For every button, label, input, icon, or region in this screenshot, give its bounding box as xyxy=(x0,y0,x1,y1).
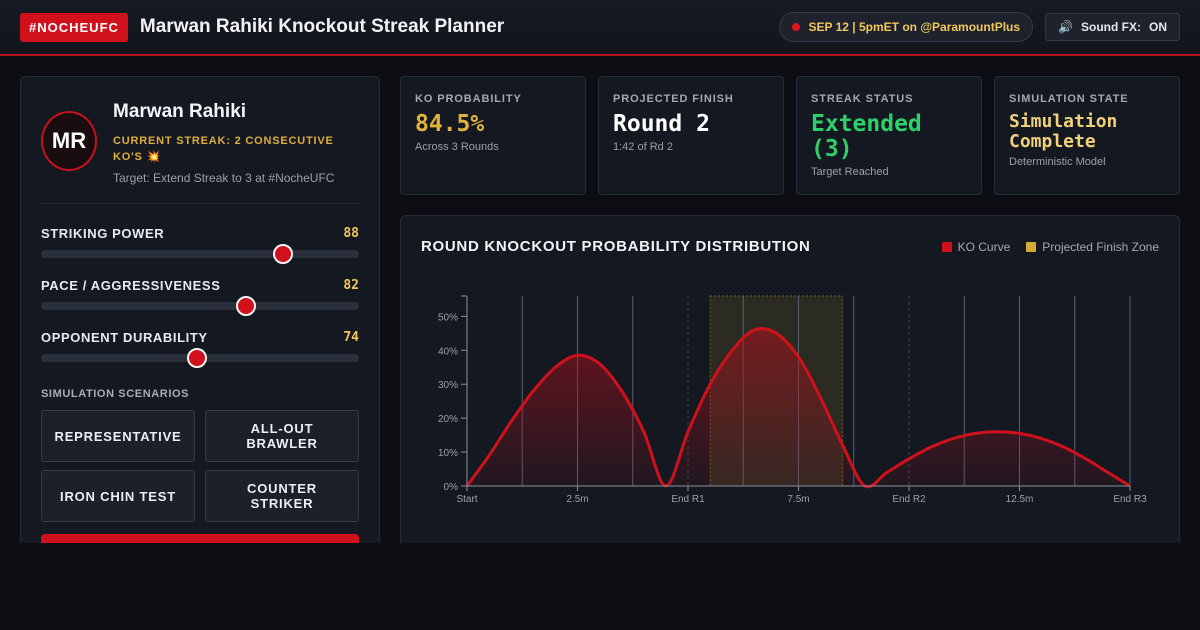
avatar: MR xyxy=(41,111,97,171)
slider-track[interactable] xyxy=(41,296,359,316)
slider-thumb[interactable] xyxy=(236,296,257,316)
chart-title: ROUND KNOCKOUT PROBABILITY DISTRIBUTION xyxy=(421,238,811,255)
app-title: Marwan Rahiki Knockout Streak Planner xyxy=(139,16,505,37)
event-pill: SEP 12 | 5pmET on @ParamountPlus xyxy=(779,12,1034,42)
legend-swatch xyxy=(1026,242,1037,252)
scenarios-label: SIMULATION SCENARIOS xyxy=(41,388,190,400)
legend-label: Projected Finish Zone xyxy=(1042,240,1159,254)
x-tick-label: End R2 xyxy=(892,494,926,505)
event-info: SEP 12 | 5pmET on @ParamountPlus xyxy=(808,20,1021,34)
fighter-name: Marwan Rahiki xyxy=(113,101,247,122)
fighter-panel: MR Marwan Rahiki CURRENT STREAK: 2 CONSE… xyxy=(20,76,380,556)
scenario-counter-striker-button[interactable]: COUNTER STRIKER xyxy=(205,470,359,522)
slider-label: OPPONENT DURABILITY xyxy=(41,330,208,345)
ko-curve-line xyxy=(465,327,1131,489)
app-header: #NOCHEUFC Marwan Rahiki Knockout Streak … xyxy=(0,0,1200,56)
opponent-durability-slider[interactable]: OPPONENT DURABILITY 74 xyxy=(41,330,359,368)
scenario-representative-button[interactable]: REPRESENTATIVE xyxy=(41,410,195,462)
slider-track[interactable] xyxy=(41,244,359,264)
scenario-iron-chin-button[interactable]: IRON CHIN TEST xyxy=(41,470,195,522)
sound-state: ON xyxy=(1149,20,1167,34)
live-dot-icon xyxy=(792,23,801,31)
page-footer xyxy=(0,543,1200,630)
slider-value: 88 xyxy=(343,226,359,241)
chart-legend: KO Curve Projected Finish Zone xyxy=(941,240,1159,254)
stat-label: STREAK STATUS xyxy=(811,93,914,105)
ko-probability-card: KO PROBABILITY 84.5% Across 3 Rounds xyxy=(400,76,586,195)
x-tick-label: 7.5m xyxy=(787,494,809,505)
x-tick-label: End R1 xyxy=(671,494,705,505)
striking-power-slider[interactable]: STRIKING POWER 88 xyxy=(41,226,359,264)
stat-label: KO PROBABILITY xyxy=(415,93,522,105)
sound-toggle-button[interactable]: 🔊 Sound FX: ON xyxy=(1045,13,1180,41)
fighter-profile: MR Marwan Rahiki CURRENT STREAK: 2 CONSE… xyxy=(41,99,359,204)
y-tick-label: 50% xyxy=(438,312,458,323)
stat-subtext: Across 3 Rounds xyxy=(415,141,499,153)
stat-value: Round 2 xyxy=(613,111,710,137)
slider-thumb[interactable] xyxy=(272,244,293,264)
stat-subtext: Deterministic Model xyxy=(1009,156,1106,168)
y-tick-label: 30% xyxy=(438,380,458,391)
y-tick-label: 0% xyxy=(444,482,459,493)
slider-value: 74 xyxy=(343,330,359,345)
pace-slider[interactable]: PACE / AGGRESSIVENESS 82 xyxy=(41,278,359,316)
event-tag: #NOCHEUFC xyxy=(20,12,128,42)
legend-swatch xyxy=(941,242,952,252)
speaker-icon: 🔊 xyxy=(1058,20,1073,34)
streak-target: Target: Extend Streak to 3 at #NocheUFC xyxy=(113,171,335,185)
y-tick-label: 10% xyxy=(438,448,458,459)
y-tick-label: 20% xyxy=(438,414,458,425)
stat-subtext: Target Reached xyxy=(811,166,889,178)
legend-label: KO Curve xyxy=(957,240,1011,254)
current-streak: CURRENT STREAK: 2 CONSECUTIVE KO'S 💥 xyxy=(113,135,334,163)
x-tick-label: End R3 xyxy=(1113,494,1147,505)
sound-label: Sound FX: xyxy=(1081,20,1141,34)
streak-status-card: STREAK STATUS Extended (3) Target Reache… xyxy=(796,76,982,195)
chart-panel: ROUND KNOCKOUT PROBABILITY DISTRIBUTION … xyxy=(400,215,1180,555)
stat-subtext: 1:42 of Rd 2 xyxy=(613,141,673,153)
scenario-brawler-button[interactable]: ALL-OUT BRAWLER xyxy=(205,410,359,462)
x-tick-label: 12.5m xyxy=(1006,494,1034,505)
legend-item-finish-zone: Projected Finish Zone xyxy=(1026,240,1159,254)
stat-value: 84.5% xyxy=(415,111,485,137)
slider-track[interactable] xyxy=(41,348,359,368)
stat-label: PROJECTED FINISH xyxy=(613,93,734,105)
y-tick-label: 40% xyxy=(438,346,458,357)
slider-label: PACE / AGGRESSIVENESS xyxy=(41,278,221,293)
x-tick-label: Start xyxy=(456,494,477,505)
legend-item-ko-curve: KO Curve xyxy=(941,240,1011,254)
scenario-grid: REPRESENTATIVE ALL-OUT BRAWLER IRON CHIN… xyxy=(41,410,359,522)
slider-thumb[interactable] xyxy=(186,348,207,368)
ko-distribution-chart: 0% 10% 20% 30% 40% 50% Start 2.5m End R1 7.5m End … xyxy=(438,295,1147,505)
x-tick-label: 2.5m xyxy=(566,494,588,505)
ko-curve-area xyxy=(467,328,1130,487)
slider-label: STRIKING POWER xyxy=(41,226,165,241)
stat-label: SIMULATION STATE xyxy=(1009,93,1129,105)
stat-value: Extended (3) xyxy=(811,111,922,162)
stat-value: Simulation Complete xyxy=(1009,111,1118,152)
projected-finish-card: PROJECTED FINISH Round 2 1:42 of Rd 2 xyxy=(598,76,784,195)
slider-value: 82 xyxy=(343,278,359,293)
simulation-state-card: SIMULATION STATE Simulation Complete Det… xyxy=(994,76,1180,195)
